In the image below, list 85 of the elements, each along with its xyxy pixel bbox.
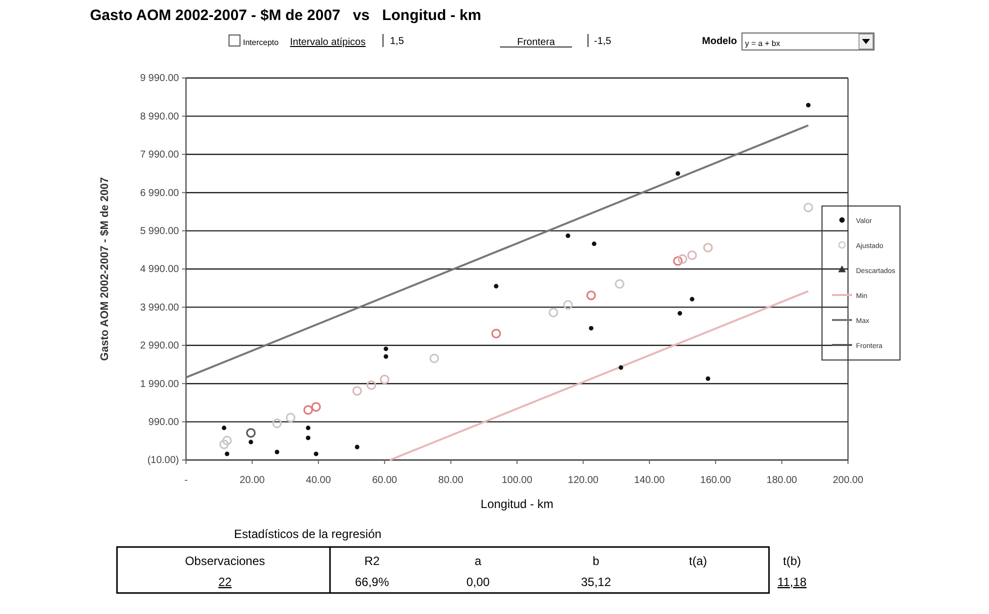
text: Modelo (702, 36, 737, 47)
point (384, 354, 388, 359)
x-tick-label: 40.00 (306, 475, 332, 486)
point (224, 452, 230, 456)
x-tick-label: 80.00 (438, 475, 464, 486)
y-axis-title: Gasto AOM 2002-2007 - $M de 2007 (99, 177, 111, 361)
point (618, 365, 624, 370)
point (703, 242, 713, 252)
point (380, 374, 390, 384)
text: 22 (218, 575, 232, 589)
point (352, 386, 362, 396)
text: 11,18 (777, 575, 807, 589)
text: Frontera (517, 37, 556, 48)
point (803, 202, 814, 212)
point (248, 440, 254, 444)
point (311, 402, 321, 412)
point (366, 380, 376, 390)
y-tick-label: 8 990.00 (140, 111, 180, 122)
point (806, 102, 811, 108)
y-tick-label: 7 990.00 (140, 150, 180, 161)
x-tick-label: 60.00 (372, 475, 398, 486)
x-tick-label: 140.00 (634, 475, 666, 486)
point (314, 452, 318, 456)
point (286, 412, 296, 422)
text: 1,5 (390, 36, 404, 47)
point (563, 300, 573, 310)
point (706, 376, 710, 381)
point (678, 311, 682, 316)
point (303, 405, 313, 415)
point (219, 440, 229, 450)
text: 0,00 (466, 575, 490, 589)
point (678, 254, 688, 264)
y-tick-label: 3 990.00 (140, 302, 180, 314)
y-tick-label: 1 990.00 (140, 378, 180, 390)
point (306, 426, 310, 430)
y-tick-label: 6 990.00 (140, 188, 180, 199)
text: Estadísticos de la regresión (234, 527, 382, 541)
text: y = a + bx (745, 39, 780, 48)
point (246, 428, 256, 438)
x-tick-label: - (184, 475, 188, 486)
text: t(b) (783, 554, 802, 568)
x-tick-label: 180.00 (766, 475, 798, 486)
point (274, 450, 280, 454)
point (673, 256, 683, 266)
x-tick-label: 200.00 (832, 475, 864, 486)
point (384, 346, 388, 352)
point (687, 250, 697, 260)
text: b (592, 554, 600, 568)
y-tick-label: 5 990.00 (140, 226, 180, 237)
text: 66,9% (354, 575, 390, 589)
y-tick-label: 9 990.00 (140, 73, 180, 84)
point (306, 436, 310, 440)
point (354, 444, 360, 450)
y-tick-label: (10.00) (147, 455, 179, 466)
point (676, 171, 680, 176)
text: -1,5 (594, 36, 612, 47)
point (491, 328, 501, 338)
text: a (474, 554, 482, 568)
text: Observaciones (184, 554, 266, 568)
point (272, 418, 282, 428)
x-axis-title: Longitud - km (480, 497, 554, 511)
text: 35,12 (580, 575, 612, 589)
point (548, 308, 558, 318)
point (690, 296, 694, 302)
x-tick-label: 120.00 (568, 475, 599, 486)
point (222, 426, 226, 430)
chart-title: Gasto AOM 2002-2007 - $M de 2007 vs Longitud - km (90, 7, 482, 24)
text: Intercepto (243, 38, 280, 47)
point (429, 354, 440, 364)
x-tick-label: 100.00 (502, 475, 533, 486)
point (566, 234, 570, 238)
y-tick-label: 4 990.00 (140, 264, 180, 276)
point (222, 436, 232, 446)
text: R2 (364, 554, 380, 568)
text: Intervalo atípicos (290, 37, 366, 48)
point (592, 242, 596, 246)
point (588, 326, 594, 330)
x-tick-label: 160.00 (700, 475, 732, 486)
x-tick-label: 20.00 (240, 475, 266, 486)
text: t(a) (689, 554, 708, 568)
point (494, 284, 498, 288)
point (614, 279, 624, 289)
point (586, 290, 596, 300)
y-tick-label: 2 990.00 (140, 340, 180, 352)
y-tick-label: 990.00 (148, 417, 180, 428)
